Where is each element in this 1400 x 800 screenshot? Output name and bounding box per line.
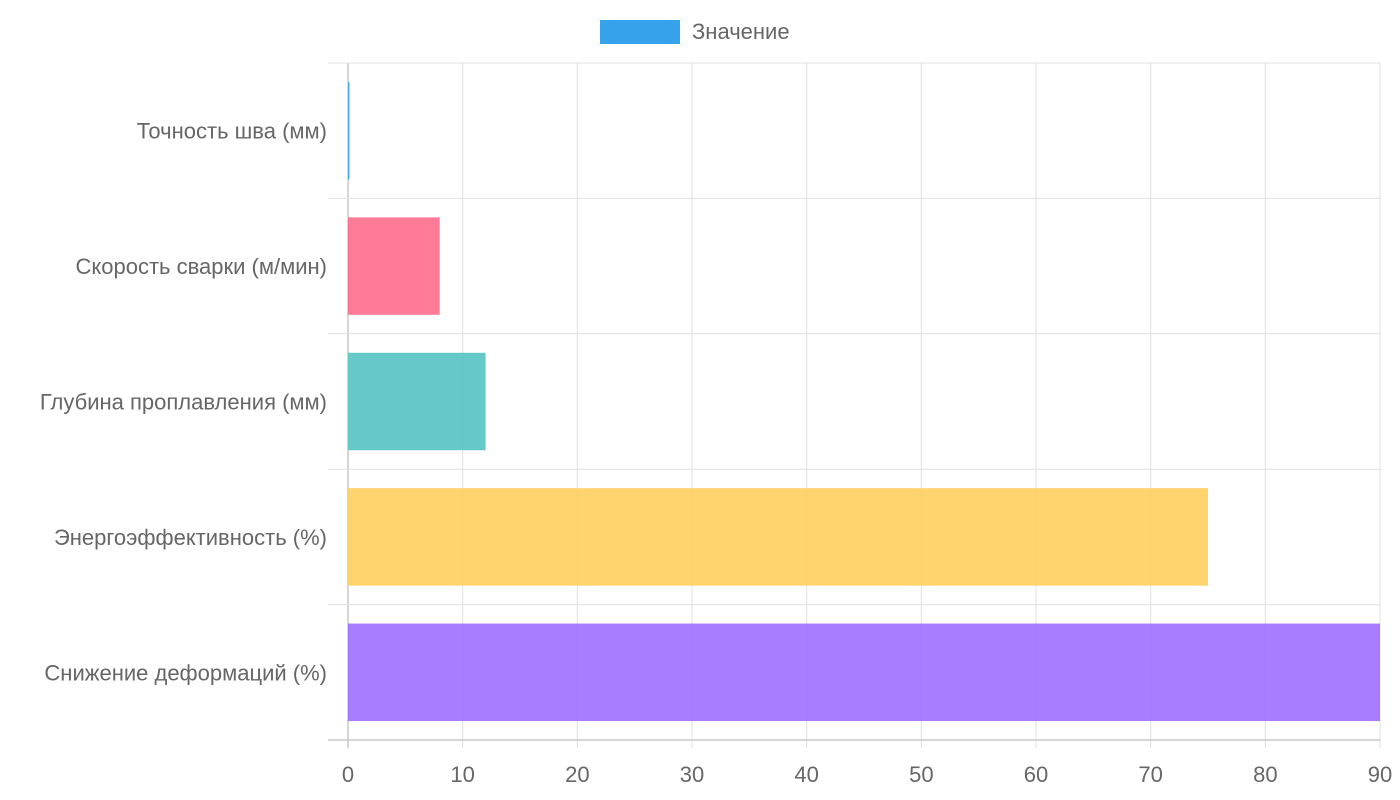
legend-label: Значение <box>692 19 790 44</box>
bar[interactable] <box>348 217 440 315</box>
bars <box>348 81 1380 722</box>
category-label: Энергоэффективность (%) <box>54 525 327 550</box>
x-tick-label: 80 <box>1253 762 1277 787</box>
x-tick-label: 90 <box>1368 762 1392 787</box>
grid <box>328 62 1381 748</box>
x-tick-label: 30 <box>680 762 704 787</box>
legend-swatch <box>600 20 680 44</box>
legend[interactable]: Значение <box>600 19 790 44</box>
category-label: Скорость сварки (м/мин) <box>75 254 327 279</box>
category-label: Снижение деформаций (%) <box>44 660 327 685</box>
bar[interactable] <box>348 488 1208 586</box>
x-tick-label: 50 <box>909 762 933 787</box>
x-tick-label: 20 <box>565 762 589 787</box>
x-tick-label: 40 <box>794 762 818 787</box>
category-axis: Точность шва (мм) Скорость сварки (м/мин)… <box>40 119 327 686</box>
bar[interactable] <box>348 352 486 451</box>
x-tick-label: 10 <box>450 762 474 787</box>
category-label: Точность шва (мм) <box>137 119 327 144</box>
bar[interactable] <box>348 81 350 180</box>
x-tick-label: 0 <box>342 762 354 787</box>
bar[interactable] <box>348 623 1380 722</box>
x-tick-label: 60 <box>1024 762 1048 787</box>
category-label: Глубина проплавления (мм) <box>40 390 327 415</box>
value-axis: 0 10 20 30 40 50 60 70 80 90 <box>342 762 1392 787</box>
x-tick-label: 70 <box>1138 762 1162 787</box>
